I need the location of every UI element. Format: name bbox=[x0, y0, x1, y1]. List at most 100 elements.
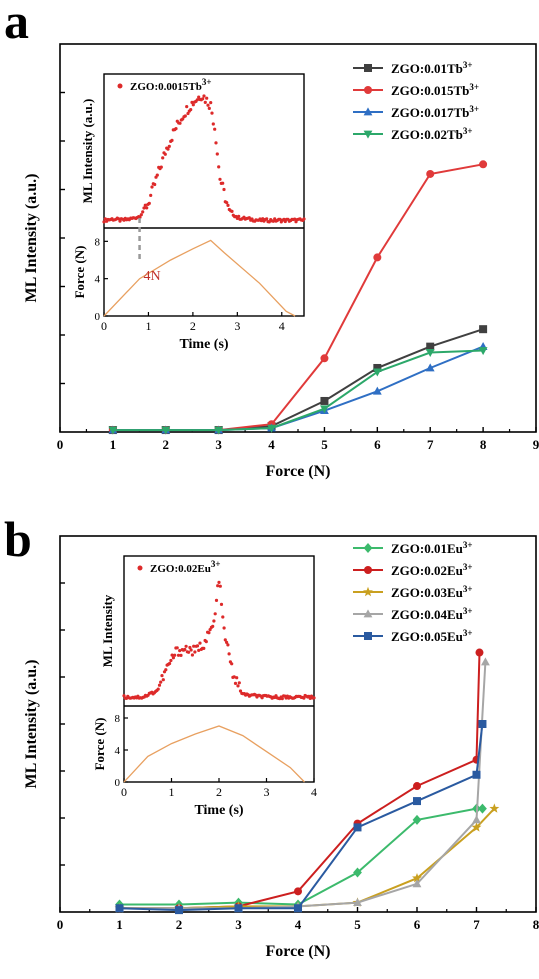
inset-intensity-point bbox=[212, 619, 216, 623]
inset-intensity-point bbox=[207, 631, 211, 635]
inset-force-tick-label: 0 bbox=[115, 777, 121, 789]
inset-intensity-point bbox=[147, 201, 151, 205]
inset-intensity-point bbox=[214, 141, 218, 145]
legend-marker bbox=[363, 130, 373, 139]
inset-intensity-point bbox=[122, 694, 126, 698]
x-tick-label: 7 bbox=[473, 917, 480, 932]
inset-intensity-point bbox=[168, 661, 172, 666]
inset-intensity-point bbox=[265, 217, 269, 221]
inset-legend-marker bbox=[137, 565, 143, 571]
inset-intensity-point bbox=[195, 644, 200, 648]
inset-force-curve bbox=[123, 725, 305, 783]
x-tick-label: 0 bbox=[57, 437, 64, 452]
y-axis-label: ML Intensity (a.u.) bbox=[23, 660, 40, 789]
inset-intensity-dots bbox=[102, 94, 306, 224]
inset-intensity-point bbox=[209, 101, 213, 105]
data-point bbox=[320, 354, 329, 363]
inset-force-tick-label: 0 bbox=[95, 311, 101, 323]
inset-intensity-point bbox=[206, 103, 210, 107]
panel-letter-b: b bbox=[4, 511, 32, 567]
inset-intensity-point bbox=[185, 105, 189, 109]
inset-intensity-point bbox=[205, 96, 209, 100]
inset-intensity-point bbox=[142, 206, 146, 210]
inset-intensity-point bbox=[170, 653, 174, 657]
data-point bbox=[472, 770, 481, 779]
legend-label: ZGO:0.02Eu3+ bbox=[391, 562, 473, 578]
data-point bbox=[115, 904, 124, 913]
inset-intensity-point bbox=[202, 94, 206, 98]
inset-intensity-point bbox=[138, 215, 142, 219]
data-point bbox=[373, 363, 382, 372]
inset-intensity-point bbox=[210, 111, 214, 115]
inset-x-label: Time (s) bbox=[179, 337, 228, 352]
panel-letter-a: a bbox=[4, 0, 29, 49]
inset: 0 1 2 3 4 0 4 8 Time (s) ML Intensity (a.u.) Force… bbox=[72, 73, 306, 352]
inset-intensity-point bbox=[193, 650, 197, 654]
inset-x-tick-label: 1 bbox=[145, 319, 151, 333]
inset-x-tick-label: 3 bbox=[264, 785, 270, 799]
inset-intensity-point bbox=[213, 612, 217, 616]
x-axis-label: Force (N) bbox=[266, 943, 331, 960]
inset-intensity-point bbox=[217, 165, 221, 169]
inset-force-curve bbox=[103, 239, 296, 317]
inset-intensity-point bbox=[232, 675, 236, 679]
inset-intensity-point bbox=[183, 114, 187, 118]
inset-intensity-point bbox=[178, 649, 182, 653]
inset-intensity-point bbox=[197, 648, 201, 653]
legend-marker bbox=[364, 64, 372, 72]
inset-intensity-point bbox=[178, 121, 182, 125]
inset-intensity-point bbox=[226, 643, 230, 647]
legend-marker bbox=[364, 86, 372, 94]
inset-intensity-point bbox=[211, 624, 215, 629]
inset-force-tick-label: 4 bbox=[115, 745, 121, 757]
inset-intensity-point bbox=[211, 122, 215, 126]
x-tick-label: 4 bbox=[295, 917, 302, 932]
inset-x-tick-label: 4 bbox=[311, 785, 317, 799]
inset-intensity-point bbox=[173, 653, 177, 657]
inset-intensity-point bbox=[164, 668, 168, 672]
data-point bbox=[267, 424, 276, 433]
inset-intensity-point bbox=[155, 173, 159, 177]
inset-intensity-point bbox=[203, 100, 207, 104]
inset-x-tick-label: 0 bbox=[121, 785, 127, 799]
inset-x-tick-label: 3 bbox=[234, 319, 240, 333]
inset-intensity-point bbox=[204, 640, 208, 644]
data-point bbox=[413, 797, 421, 806]
y-axis-label: ML Intensity (a.u.) bbox=[23, 174, 40, 303]
inset-intensity-point bbox=[191, 103, 195, 107]
inset-intensity-point bbox=[261, 217, 265, 221]
inset-force-tick-label: 4 bbox=[95, 274, 101, 286]
inset-intensity-point bbox=[214, 598, 219, 603]
data-point bbox=[320, 396, 329, 405]
inset-intensity-point bbox=[198, 641, 202, 645]
inset: 0 1 2 3 4 0 4 8 Time (s) ML Intensity Force (N) ZGO… bbox=[92, 555, 317, 818]
data-point bbox=[108, 426, 118, 435]
inset-intensity-point bbox=[235, 676, 239, 680]
inset-intensity-point bbox=[233, 681, 238, 686]
inset-intensity-point bbox=[167, 144, 171, 148]
legend-marker bbox=[363, 543, 373, 553]
x-tick-label: 1 bbox=[110, 437, 117, 452]
inset-intensity-point bbox=[222, 626, 226, 630]
inset-x-tick-label: 4 bbox=[279, 319, 285, 333]
data-point bbox=[481, 657, 490, 666]
data-point bbox=[412, 872, 422, 883]
x-tick-label: 1 bbox=[116, 917, 123, 932]
x-tick-label: 2 bbox=[176, 917, 183, 932]
inset-intensity-point bbox=[195, 98, 199, 102]
x-tick-label: 8 bbox=[480, 437, 487, 452]
data-point bbox=[161, 426, 171, 435]
legend-label: ZGO:0.01Tb3+ bbox=[391, 60, 473, 76]
series-line bbox=[119, 661, 487, 910]
legend-label: ZGO:0.05Eu3+ bbox=[391, 628, 473, 644]
legend-marker bbox=[364, 632, 372, 640]
series-line bbox=[119, 807, 496, 910]
inset-intensity-dots bbox=[122, 580, 316, 701]
inset-intensity-point bbox=[143, 203, 147, 207]
inset-intensity-point bbox=[247, 216, 251, 220]
inset-intensity-point bbox=[175, 646, 179, 650]
inset-x-tick-label: 1 bbox=[169, 785, 175, 799]
data-point bbox=[294, 887, 302, 896]
inset-intensity-point bbox=[267, 220, 271, 224]
data-point bbox=[373, 253, 382, 262]
